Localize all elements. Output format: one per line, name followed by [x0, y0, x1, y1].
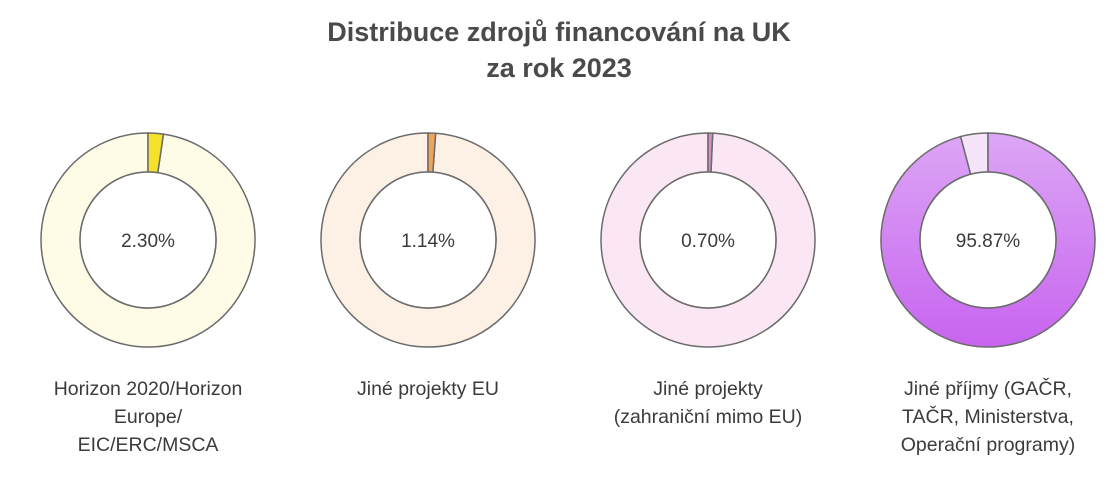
donut-caption-line: TAČR, Ministerstva, — [902, 406, 1074, 428]
donut-value-label: 95.87% — [956, 231, 1021, 252]
donut-value-label: 2.30% — [121, 231, 175, 252]
donut-value-label: 0.70% — [681, 231, 735, 252]
donut-caption: Jiné projekty EU — [298, 375, 558, 403]
donut-caption-line: Horizon 2020/Horizon — [53, 378, 243, 400]
donut-caption: Horizon 2020/Horizon Europe/EIC/ERC/MSCA — [18, 375, 278, 459]
donut-caption: Jiné příjmy (GAČR, TAČR, Ministerstva, Ope… — [858, 375, 1118, 459]
donut-hole — [919, 171, 1057, 309]
donut-hole — [639, 171, 777, 309]
donut-caption-line: (zahraniční mimo EU) — [613, 406, 803, 428]
donut-hole — [359, 171, 497, 309]
donut-hole — [79, 171, 217, 309]
chart-title-line-2: za rok 2023 — [486, 53, 632, 83]
donut-2: 1.14% — [320, 132, 536, 348]
chart-title-line-1: Distribuce zdrojů financování na UK — [327, 17, 791, 47]
donut-caption: Jiné projekty (zahraniční mimo EU) — [578, 375, 838, 431]
donut-caption-line: Jiné projekty — [653, 378, 763, 400]
donut-4: 95.87% — [880, 132, 1096, 348]
donut-caption-line: Jiné projekty EU — [357, 378, 499, 400]
donut-caption-line: EIC/ERC/MSCA — [77, 434, 219, 456]
donut-caption-line: Operační programy) — [900, 434, 1076, 456]
donut-3: 0.70% — [600, 132, 816, 348]
donut-caption-line: Europe/ — [113, 406, 183, 428]
donut-1: 2.30% — [40, 132, 256, 348]
donut-value-label: 1.14% — [401, 231, 455, 252]
chart-title: Distribuce zdrojů financování na UK za r… — [0, 14, 1118, 86]
donut-caption-line: Jiné příjmy (GAČR, — [904, 378, 1072, 400]
